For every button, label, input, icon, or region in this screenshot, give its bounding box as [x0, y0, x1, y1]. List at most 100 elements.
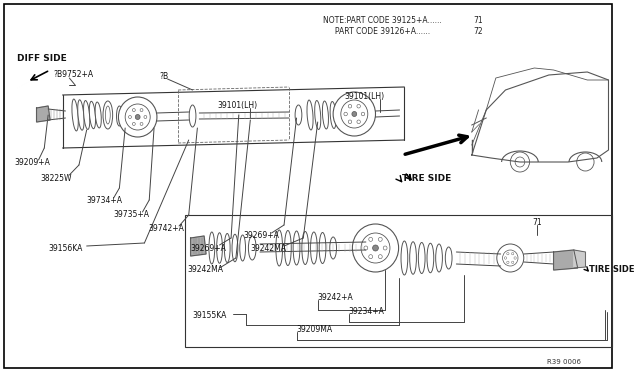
Circle shape: [577, 153, 594, 171]
Ellipse shape: [307, 100, 313, 130]
Circle shape: [118, 97, 157, 137]
Ellipse shape: [116, 106, 122, 126]
Text: 39156KA: 39156KA: [48, 244, 83, 253]
Ellipse shape: [295, 105, 302, 125]
Ellipse shape: [225, 234, 230, 263]
Circle shape: [510, 152, 529, 172]
Text: 71: 71: [474, 16, 483, 25]
Circle shape: [369, 255, 372, 259]
Circle shape: [497, 244, 524, 272]
Ellipse shape: [410, 242, 417, 274]
Circle shape: [353, 224, 399, 272]
Circle shape: [132, 109, 135, 112]
Ellipse shape: [330, 102, 336, 128]
Ellipse shape: [240, 235, 246, 261]
Ellipse shape: [106, 106, 110, 124]
Ellipse shape: [319, 232, 326, 263]
Circle shape: [507, 261, 509, 263]
Ellipse shape: [189, 105, 196, 127]
Text: 72: 72: [474, 26, 483, 35]
Text: 71: 71: [532, 218, 542, 227]
Circle shape: [129, 115, 131, 119]
Text: 39101(LH): 39101(LH): [218, 100, 258, 109]
Circle shape: [372, 245, 378, 251]
Ellipse shape: [216, 233, 223, 263]
Circle shape: [357, 120, 360, 124]
Text: 39735+A: 39735+A: [114, 209, 150, 218]
Circle shape: [352, 112, 356, 116]
Circle shape: [502, 250, 518, 266]
Circle shape: [140, 109, 143, 112]
Text: TIRE SIDE: TIRE SIDE: [403, 173, 452, 183]
Circle shape: [125, 104, 150, 130]
Text: 39209+A: 39209+A: [15, 157, 51, 167]
Ellipse shape: [276, 230, 283, 266]
Circle shape: [361, 233, 390, 263]
Ellipse shape: [90, 101, 95, 129]
Circle shape: [144, 115, 147, 119]
Ellipse shape: [209, 232, 214, 264]
Text: NOTE:PART CODE 39125+A......: NOTE:PART CODE 39125+A......: [323, 16, 442, 25]
Text: ?B9752+A: ?B9752+A: [53, 70, 93, 78]
Ellipse shape: [310, 232, 317, 264]
Ellipse shape: [232, 234, 238, 262]
Circle shape: [333, 92, 376, 136]
Circle shape: [378, 255, 382, 259]
Ellipse shape: [72, 99, 78, 131]
Circle shape: [344, 112, 348, 116]
Circle shape: [348, 120, 352, 124]
Circle shape: [504, 257, 507, 259]
Circle shape: [357, 105, 360, 108]
Circle shape: [364, 246, 368, 250]
Circle shape: [514, 257, 516, 259]
Polygon shape: [191, 236, 206, 256]
Ellipse shape: [95, 102, 101, 128]
Ellipse shape: [323, 101, 328, 129]
Text: PART CODE 39126+A......: PART CODE 39126+A......: [323, 26, 429, 35]
Ellipse shape: [84, 100, 90, 129]
Bar: [185, 215, 612, 347]
Ellipse shape: [401, 241, 408, 275]
Circle shape: [515, 157, 525, 167]
Ellipse shape: [293, 231, 300, 265]
Text: 39269+A: 39269+A: [244, 231, 280, 240]
Text: 39155KA: 39155KA: [193, 311, 227, 321]
Ellipse shape: [248, 236, 256, 260]
Text: 38225W: 38225W: [40, 173, 72, 183]
Text: TIRE SIDE: TIRE SIDE: [589, 266, 635, 275]
Circle shape: [383, 246, 387, 250]
Text: 39242MA: 39242MA: [250, 244, 286, 253]
Circle shape: [378, 237, 382, 241]
Polygon shape: [36, 106, 50, 122]
Text: 39242MA: 39242MA: [188, 266, 224, 275]
Ellipse shape: [302, 231, 308, 264]
Ellipse shape: [445, 247, 452, 269]
Polygon shape: [554, 250, 578, 270]
Ellipse shape: [419, 243, 425, 273]
Text: 39742+A: 39742+A: [148, 224, 184, 232]
Circle shape: [132, 122, 135, 125]
Text: 39242+A: 39242+A: [317, 294, 353, 302]
Circle shape: [511, 261, 514, 263]
Text: DIFF SIDE: DIFF SIDE: [17, 54, 67, 62]
Ellipse shape: [427, 243, 434, 273]
Text: 39269+A: 39269+A: [191, 244, 227, 253]
Circle shape: [341, 100, 368, 128]
Ellipse shape: [330, 237, 337, 259]
Text: 39209MA: 39209MA: [296, 326, 333, 334]
Text: 39234+A: 39234+A: [349, 308, 385, 317]
Ellipse shape: [77, 100, 84, 130]
Ellipse shape: [315, 100, 321, 129]
Circle shape: [507, 253, 509, 255]
Text: ?B: ?B: [160, 71, 169, 80]
Text: 39734+A: 39734+A: [86, 196, 123, 205]
Ellipse shape: [285, 231, 291, 266]
Circle shape: [348, 105, 352, 108]
Text: R39 0006: R39 0006: [547, 359, 581, 365]
Circle shape: [135, 115, 140, 119]
Ellipse shape: [436, 244, 442, 272]
Polygon shape: [574, 250, 586, 268]
Circle shape: [511, 253, 514, 255]
Circle shape: [369, 237, 372, 241]
Circle shape: [140, 122, 143, 125]
